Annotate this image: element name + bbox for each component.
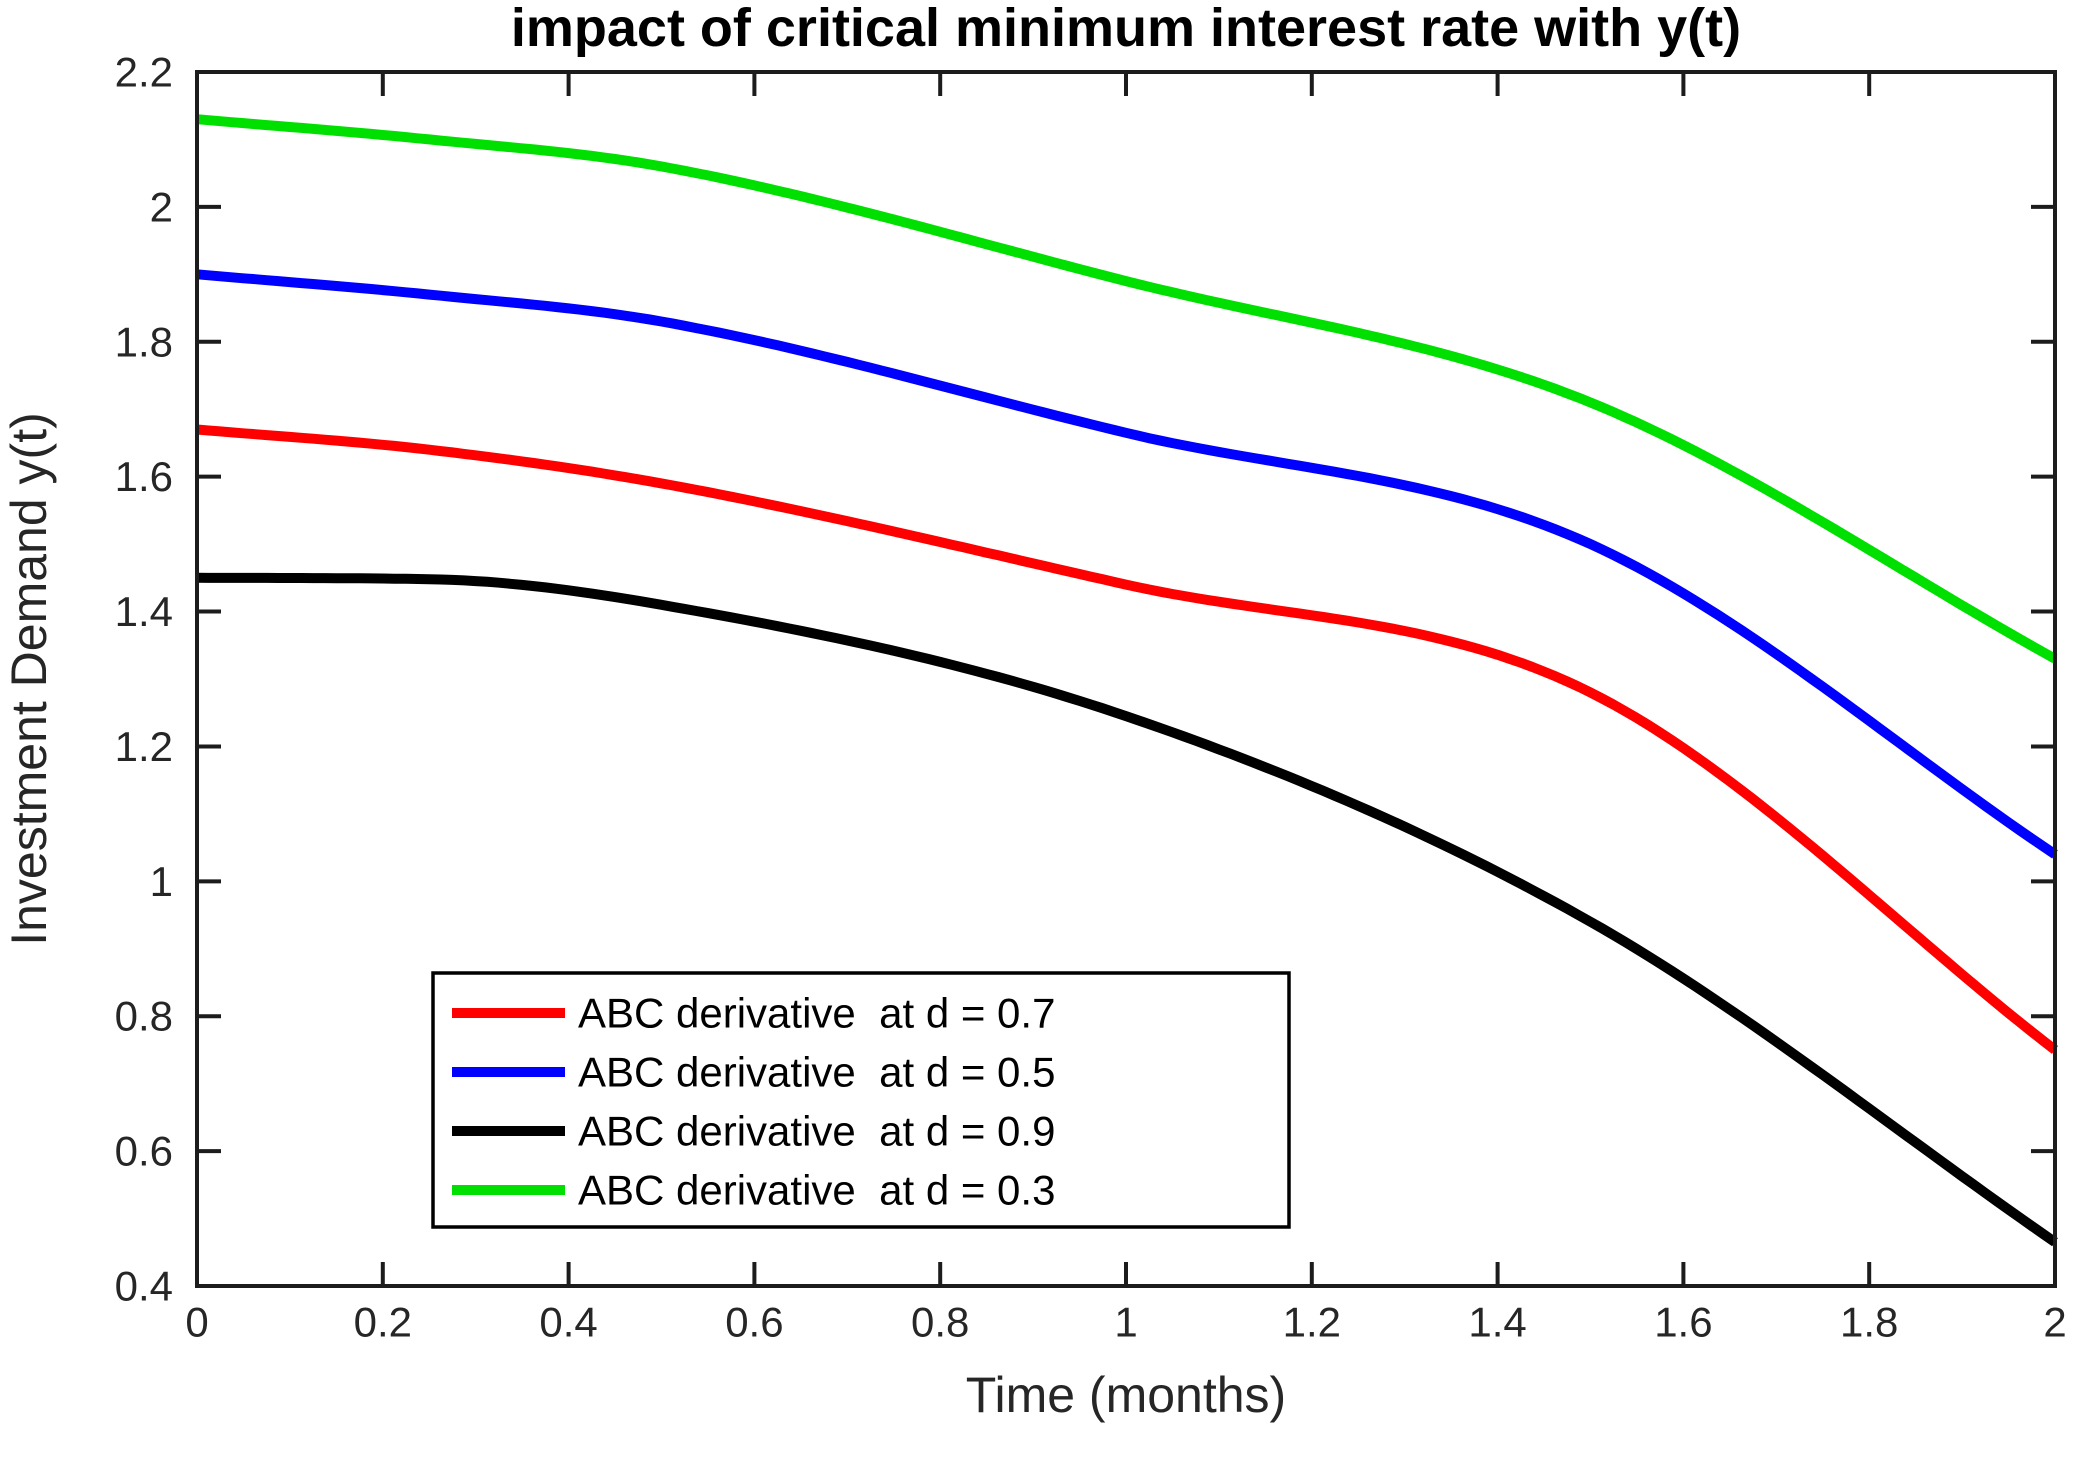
legend: ABC derivative at d = 0.7 ABC derivative… (431, 971, 1291, 1229)
curve-series-2 (196, 572, 2058, 1247)
x-tick-label: 0.6 (725, 1298, 783, 1345)
chart-title: impact of critical minimum interest rate… (511, 0, 1741, 58)
y-tick-label: 2.2 (115, 49, 173, 96)
x-tick-label: 0.4 (539, 1298, 597, 1345)
curve-series-1 (196, 269, 2058, 859)
legend-label: ABC derivative at d = 0.9 (578, 1108, 1055, 1155)
legend-label: ABC derivative at d = 0.7 (578, 990, 1055, 1037)
y-tick-label: 0.6 (115, 1128, 173, 1175)
y-tick-label: 0.8 (115, 993, 173, 1040)
y-tick-label: 2 (150, 183, 173, 230)
x-tick-label: 1.2 (1283, 1298, 1341, 1345)
plot-area: 0 0.2 0.4 0.6 0.8 1 1.2 1.4 1.6 1.8 2 0.4 0.6 0.8 1 1.2… (115, 49, 2067, 1346)
curve-series-3 (196, 114, 2058, 664)
x-tick-label: 0.8 (911, 1298, 969, 1345)
axes-frame (195, 70, 2057, 1288)
y-tick-label: 1.4 (115, 588, 173, 635)
legend-label: ABC derivative at d = 0.3 (578, 1167, 1055, 1214)
x-tick-label: 1.8 (1840, 1298, 1898, 1345)
curve-series-0 (196, 424, 2059, 1054)
y-axis-label: Investment Demand y(t) (1, 412, 57, 946)
x-tick-label: 1.6 (1654, 1298, 1712, 1345)
y-tick-label: 1 (150, 858, 173, 905)
x-tick-label: 1.4 (1468, 1298, 1526, 1345)
x-tick-label: 0.2 (354, 1298, 412, 1345)
x-tick-label: 0 (185, 1298, 208, 1345)
legend-label: ABC derivative at d = 0.5 (578, 1049, 1055, 1096)
y-tick-label: 1.2 (115, 723, 173, 770)
x-tick-label: 2 (2043, 1298, 2066, 1345)
y-tick-label: 1.8 (115, 318, 173, 365)
y-tick-label: 0.4 (115, 1263, 173, 1310)
x-tick-label: 1 (1114, 1298, 1137, 1345)
legend-box (431, 971, 1291, 1229)
y-tick-label: 1.6 (115, 453, 173, 500)
x-axis-label: Time (months) (966, 1367, 1286, 1423)
